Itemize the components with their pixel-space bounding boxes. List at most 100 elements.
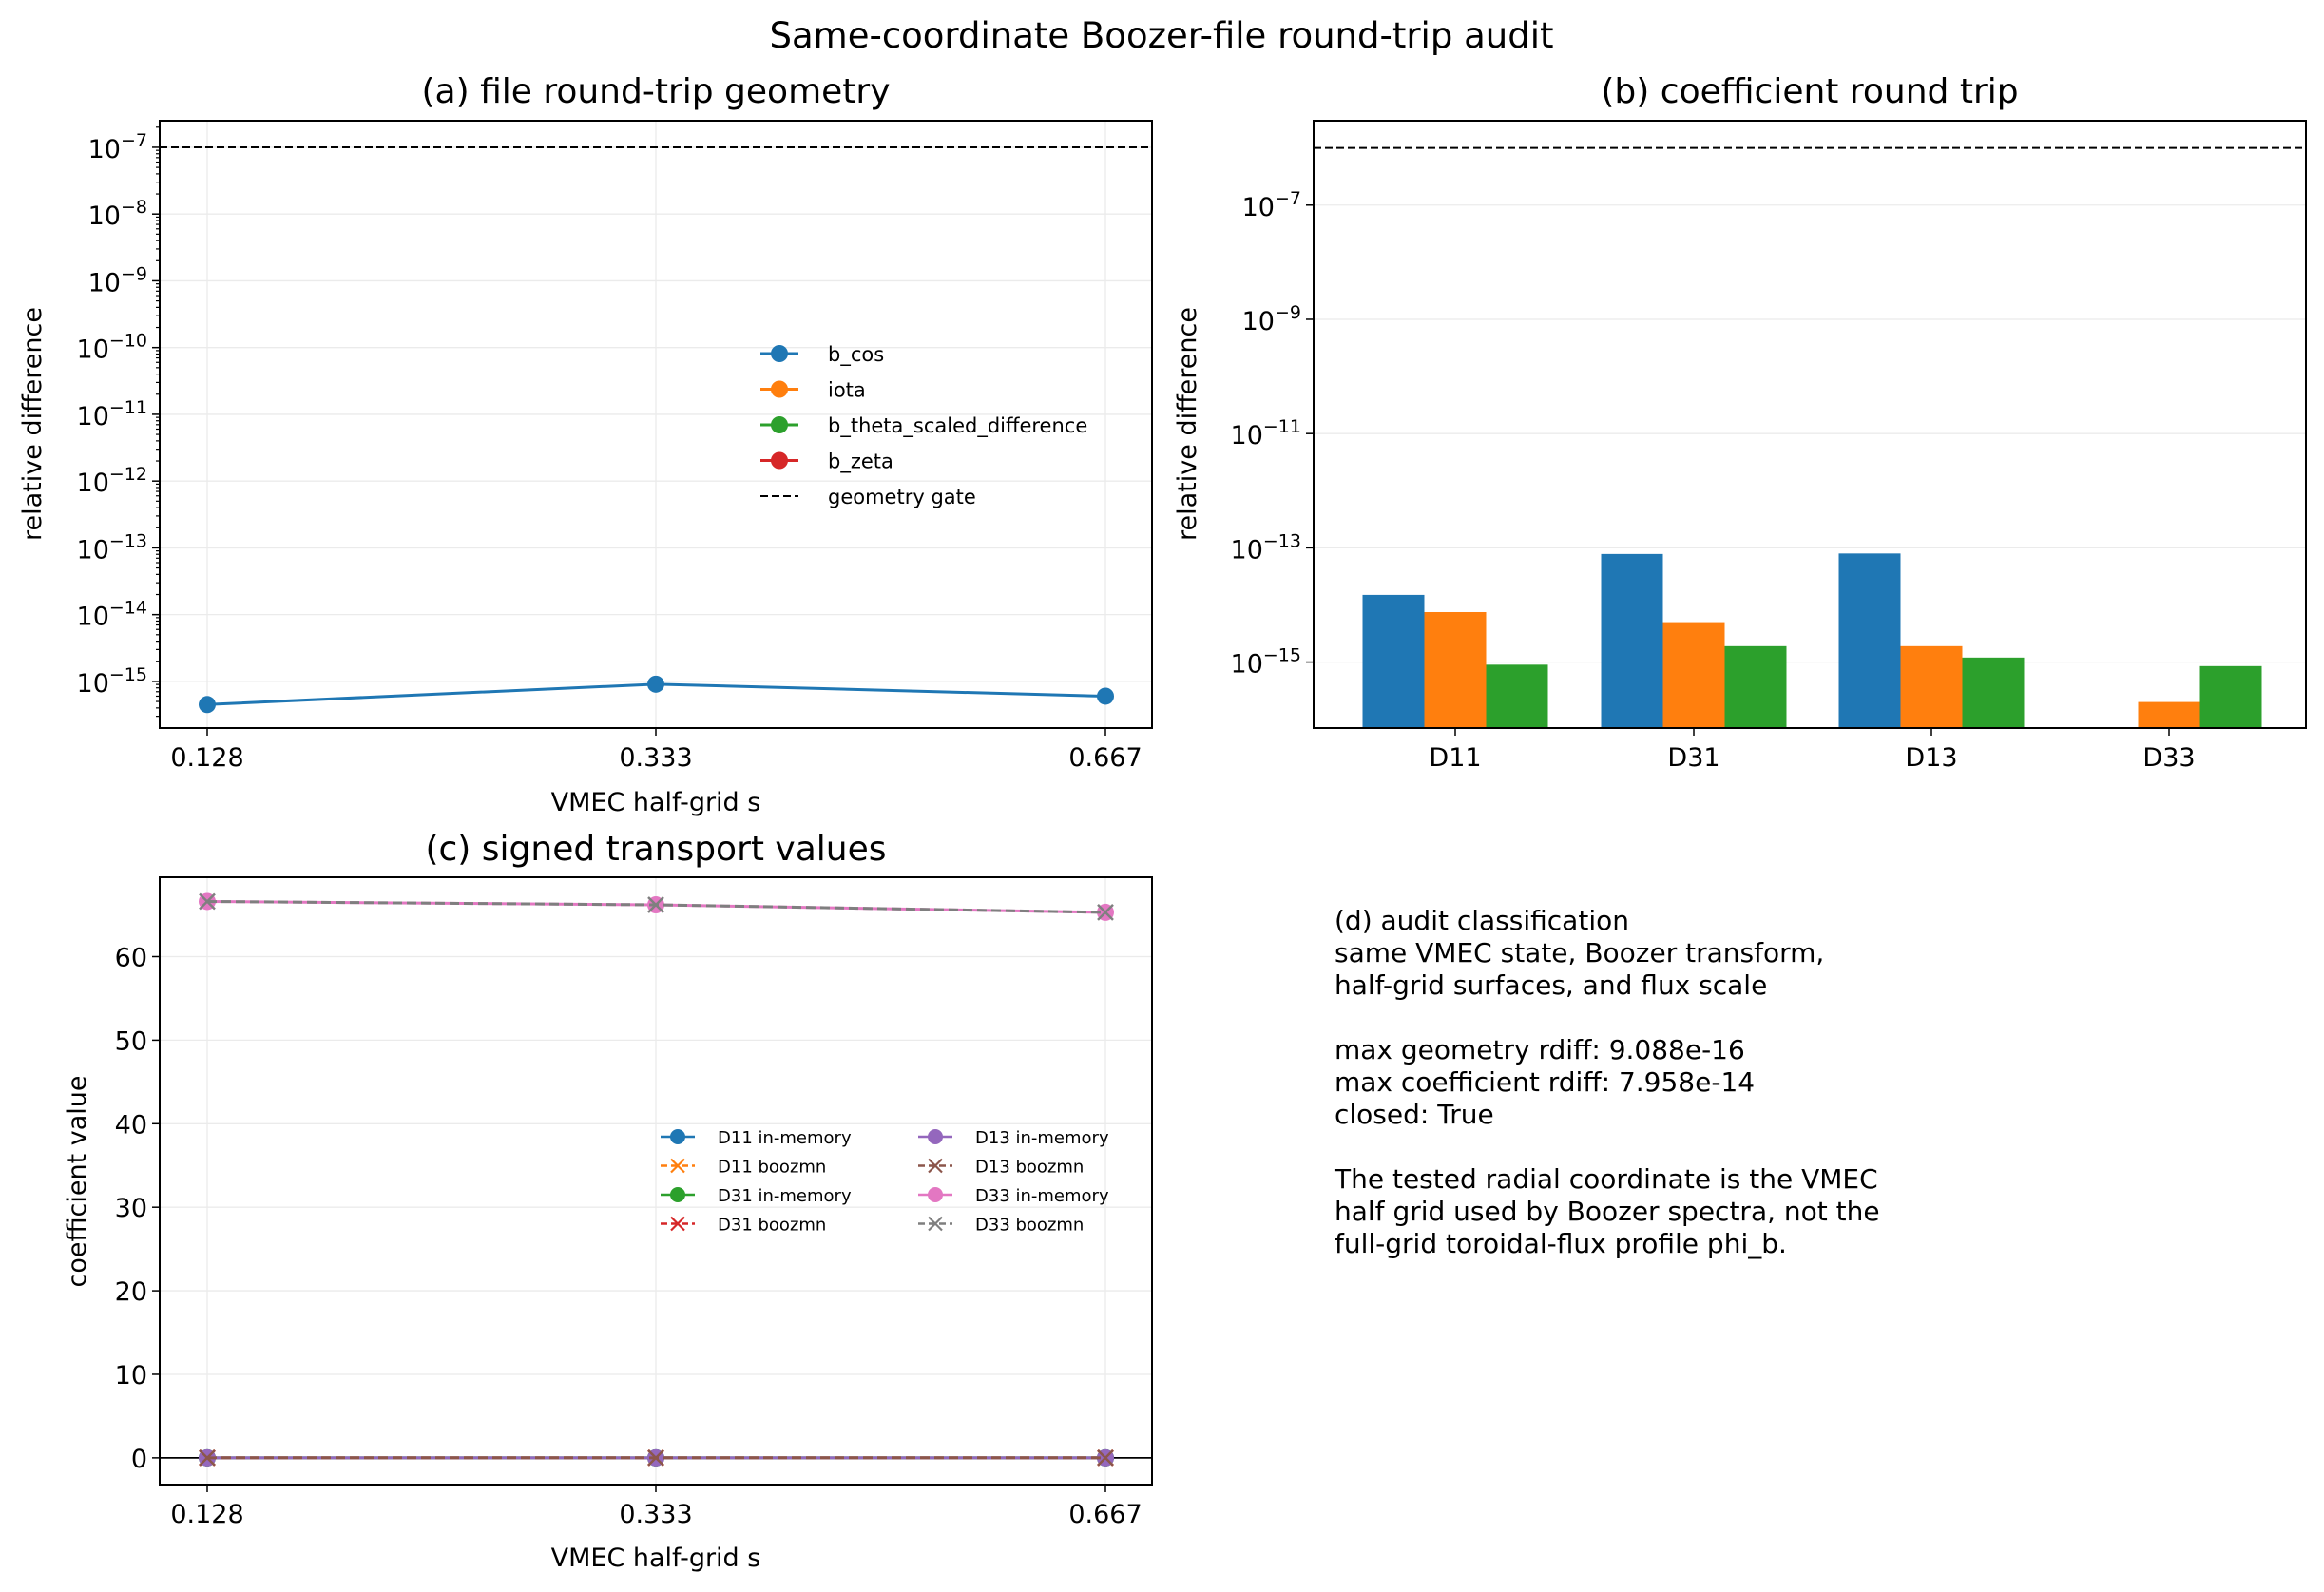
panel-b-bar-D13-series-1 bbox=[1900, 645, 1963, 728]
legend-marker-D13-in-memory bbox=[928, 1129, 943, 1144]
panel-d-line: half-grid surfaces, and flux scale bbox=[1335, 969, 1767, 1001]
panel-b-bar-D31-series-2 bbox=[1724, 645, 1787, 728]
panel-b-x-tick-label: D11 bbox=[1429, 743, 1481, 773]
panel-c-point-D13-boozmn bbox=[1097, 1448, 1114, 1467]
panel-a-y-tick-label: 10−15 bbox=[77, 664, 147, 699]
panel-c-point-D13-boozmn-stroke-2 bbox=[199, 1448, 216, 1467]
legend-marker-b_cos bbox=[771, 345, 788, 362]
panel-a-grid bbox=[160, 121, 1152, 728]
legend-marker-stroke-2 bbox=[670, 1216, 685, 1232]
legend-marker-D31-in-memory bbox=[670, 1187, 685, 1202]
panel-d-line: max coefficient rdiff: 7.958e-14 bbox=[1335, 1066, 1755, 1098]
legend-label-D11-boozmn: D11 boozmn bbox=[718, 1158, 826, 1178]
legend-marker-D33-in-memory bbox=[928, 1187, 943, 1202]
legend-marker-stroke-2 bbox=[670, 1158, 685, 1174]
panel-b-y-tick-label-exp: −15 bbox=[1263, 645, 1301, 666]
legend-label-D33-boozmn: D33 boozmn bbox=[975, 1216, 1084, 1236]
panel-b-y-tick-label: 10−9 bbox=[1242, 302, 1301, 336]
panel-a-x-tick-label: 0.333 bbox=[619, 743, 692, 773]
panel-a-point-b_cos bbox=[1097, 687, 1114, 705]
panel-a-y-tick-label-exp: −9 bbox=[121, 263, 147, 284]
panel-a-series bbox=[160, 145, 1152, 714]
legend-label-D13-in-memory: D13 in-memory bbox=[975, 1128, 1109, 1148]
panel-c-frame bbox=[159, 876, 1153, 1486]
panel-a-y-tick-label: 10−13 bbox=[77, 530, 147, 565]
panel-c-y-ticks: 0 10 20 30 40 50 60 bbox=[115, 944, 160, 1474]
panel-c-xlabel: VMEC half-grid s bbox=[551, 1544, 761, 1573]
panel-b-x-tick-label: D33 bbox=[2142, 743, 2195, 773]
panel-d-line: max geometry rdiff: 9.088e-16 bbox=[1335, 1034, 1745, 1065]
panel-c-point-D33-boozmn bbox=[647, 896, 664, 913]
panel-d-line: full-grid toroidal-flux profile phi_b. bbox=[1335, 1228, 1787, 1259]
panel-c: (c) signed transport values 0.128 0.333 0.… bbox=[63, 830, 1153, 1573]
panel-c-point-D13-boozmn-stroke-2 bbox=[647, 1448, 664, 1467]
legend-marker-D11-boozmn bbox=[670, 1158, 685, 1174]
panel-b-bar-D11-series-0 bbox=[1362, 594, 1425, 728]
panel-a-y-tick-label-exp: −7 bbox=[121, 130, 147, 151]
panel-a-x-tick-label: 0.128 bbox=[170, 743, 243, 773]
panel-a-y-tick-label-base: 10 bbox=[77, 669, 109, 699]
legend-label-D13-boozmn: D13 boozmn bbox=[975, 1158, 1084, 1178]
legend-label-D11-in-memory: D11 in-memory bbox=[718, 1128, 852, 1148]
panel-b-y-tick-label-exp: −11 bbox=[1263, 416, 1301, 437]
legend-marker-stroke-2 bbox=[928, 1158, 943, 1174]
legend-marker-D11-in-memory bbox=[670, 1129, 685, 1144]
legend-marker-stroke-2 bbox=[928, 1216, 943, 1232]
panel-c-point-D33-boozmn-stroke-2 bbox=[1097, 904, 1114, 921]
panel-c-point-D13-boozmn bbox=[199, 1448, 216, 1467]
panel-a-y-tick-label-exp: −11 bbox=[109, 397, 147, 418]
panel-a-title: (a) file round-trip geometry bbox=[421, 72, 890, 111]
panel-a-ylabel: relative difference bbox=[18, 307, 48, 541]
panel-b-ylabel: relative difference bbox=[1173, 307, 1202, 541]
panel-c-y-tick-label: 30 bbox=[115, 1194, 147, 1223]
panel-b-y-tick-label-base: 10 bbox=[1242, 193, 1275, 222]
legend-marker-iota bbox=[771, 380, 788, 398]
panel-b-y-tick-label-exp: −7 bbox=[1275, 188, 1301, 209]
panel-d-line: closed: True bbox=[1335, 1099, 1494, 1130]
panel-a-y-tick-label-exp: −10 bbox=[109, 331, 147, 352]
legend-marker-b_zeta bbox=[771, 451, 788, 470]
panel-a-y-tick-label-exp: −12 bbox=[109, 464, 147, 485]
panel-c-y-tick-label: 50 bbox=[115, 1026, 147, 1056]
panel-b-bar-D11-series-2 bbox=[1486, 664, 1548, 728]
panel-a-y-tick-label-exp: −15 bbox=[109, 664, 147, 685]
panel-c-y-tick-label: 20 bbox=[115, 1277, 147, 1307]
legend-label-b_theta_scaled_difference: b_theta_scaled_difference bbox=[828, 414, 1087, 438]
panel-b-y-tick-label: 10−13 bbox=[1231, 530, 1301, 565]
panel-a-y-tick-label: 10−7 bbox=[88, 130, 147, 164]
panel-b-y-tick-label: 10−15 bbox=[1231, 645, 1301, 680]
panel-a-y-tick-label: 10−10 bbox=[77, 331, 147, 365]
panel-c-y-tick-label: 60 bbox=[115, 944, 147, 973]
panel-b-y-tick-label-base: 10 bbox=[1231, 650, 1263, 680]
panel-c-title: (c) signed transport values bbox=[425, 830, 886, 869]
panel-b-y-tick-label: 10−7 bbox=[1242, 188, 1301, 222]
legend-label-iota: iota bbox=[828, 379, 866, 402]
panel-a-y-tick-label-exp: −8 bbox=[121, 197, 147, 218]
panel-c-ylabel: coefficient value bbox=[63, 1075, 92, 1287]
panel-c-legend: D11 in-memory D11 boozmn D31 in-memory D31 … bbox=[661, 1128, 1109, 1236]
panel-c-y-tick-label: 10 bbox=[115, 1361, 147, 1391]
figure-title: Same-coordinate Boozer-file round-trip a… bbox=[770, 15, 1554, 56]
panel-c-point-D33-boozmn bbox=[199, 892, 216, 911]
panel-a-y-ticks: 10−710−810−910−1010−1110−1210−1310−1410−… bbox=[77, 126, 160, 718]
panel-a-y-tick-label: 10−9 bbox=[88, 263, 147, 297]
legend-marker-D31-boozmn bbox=[670, 1216, 685, 1232]
panel-c-point-D13-boozmn bbox=[647, 1448, 664, 1467]
panel-b-y-tick-label-exp: −9 bbox=[1275, 302, 1301, 323]
panel-a-y-tick-label-base: 10 bbox=[77, 535, 109, 565]
panel-c-point-D33-boozmn-stroke-2 bbox=[647, 896, 664, 913]
panel-d-line: The tested radial coordinate is the VMEC bbox=[1334, 1163, 1878, 1195]
panel-c-y-tick-label: 0 bbox=[131, 1445, 147, 1474]
panel-c-grid bbox=[160, 877, 1152, 1485]
legend-marker-D13-boozmn bbox=[928, 1158, 943, 1174]
panel-a-y-tick-label-base: 10 bbox=[88, 135, 121, 164]
legend-label-b_zeta: b_zeta bbox=[828, 451, 893, 474]
panel-c-series bbox=[160, 892, 1152, 1467]
panel-a: (a) file round-trip geometry 0.128 0.333 0… bbox=[18, 72, 1153, 817]
panel-b-x-tick-label: D31 bbox=[1667, 743, 1719, 773]
panel-a-point-b_cos bbox=[647, 675, 664, 693]
panel-b-y-tick-label: 10−11 bbox=[1231, 416, 1301, 451]
panel-a-point-b_cos bbox=[199, 696, 216, 714]
